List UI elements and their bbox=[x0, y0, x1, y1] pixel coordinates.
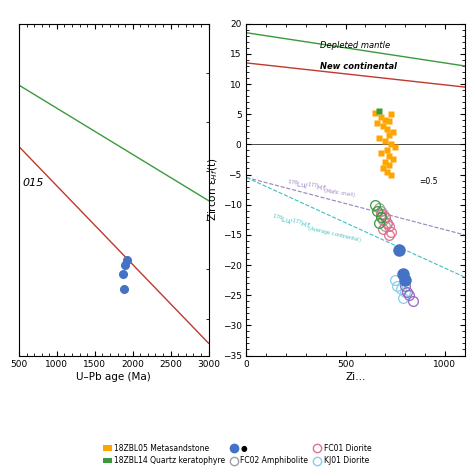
Y-axis label: Zircon ε$_{Hf}$(t): Zircon ε$_{Hf}$(t) bbox=[206, 158, 220, 221]
Text: New continental: New continental bbox=[320, 62, 397, 71]
Text: 015: 015 bbox=[22, 178, 44, 189]
Legend: 18ZBL05 Metasandstone, 18ZBL14 Quartz keratophyre, ●, FC02 Amphibolite, FC01 Dio: 18ZBL05 Metasandstone, 18ZBL14 Quartz ke… bbox=[102, 444, 372, 465]
Text: $^{176}$Lu/$^{177}$Hf$_{\rm (Average\ continental)}$: $^{176}$Lu/$^{177}$Hf$_{\rm (Average\ co… bbox=[270, 212, 364, 246]
Text: =0.5: =0.5 bbox=[419, 177, 438, 185]
Text: $^{176}$Lu/$^{177}$Hf$_{\rm (Mafic\ crust)}$: $^{176}$Lu/$^{177}$Hf$_{\rm (Mafic\ crus… bbox=[286, 178, 357, 201]
Text: Depleted mantle: Depleted mantle bbox=[320, 41, 390, 50]
X-axis label: Zi…: Zi… bbox=[345, 372, 366, 382]
X-axis label: U–Pb age (Ma): U–Pb age (Ma) bbox=[76, 372, 151, 382]
